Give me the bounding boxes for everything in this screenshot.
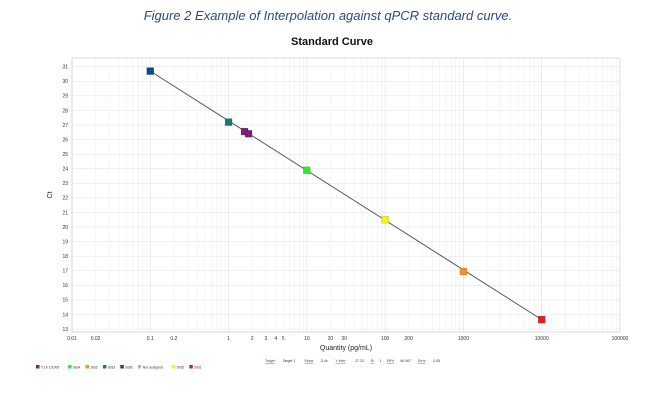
x-tick-label: 0.02 <box>91 336 101 342</box>
legend-label: Std6 <box>125 365 132 369</box>
legend-swatch <box>102 365 107 369</box>
legend-swatch <box>68 365 72 369</box>
x-tick-label: 5 <box>282 336 285 342</box>
legend-swatch <box>189 365 193 369</box>
data-point <box>303 166 311 174</box>
data-point <box>146 67 154 75</box>
legend-label: Std5 <box>177 365 184 369</box>
stats-item: Target <box>265 359 275 363</box>
legend-label: Std4 <box>73 365 80 369</box>
x-tick-label: 4 <box>274 336 277 342</box>
legend-swatch <box>36 365 40 369</box>
x-tick-label: 1000 <box>458 336 469 342</box>
stats-item: -3.4x <box>320 359 328 363</box>
data-point <box>538 315 546 324</box>
y-tick-label: 20 <box>62 225 68 231</box>
y-tick-label: 22 <box>62 196 68 202</box>
stats-item: Error <box>418 359 427 363</box>
stats-item: Target 1 <box>283 359 296 363</box>
x-tick-label: 3 <box>265 336 268 342</box>
y-tick-label: 29 <box>62 94 68 100</box>
legend-swatch <box>85 365 89 369</box>
legend-label: Std2 <box>91 365 98 369</box>
y-tick-label: 18 <box>62 254 68 260</box>
legend: T1 k 1/1000 Std4 Std2 Std3 Std6 Not assigned S… <box>36 365 202 369</box>
x-tick-label: 200 <box>405 336 414 342</box>
y-tick-label: 27 <box>62 123 68 129</box>
y-tick-label: 14 <box>62 312 68 318</box>
legend-label: Std3 <box>108 365 115 369</box>
y-tick-label: 24 <box>62 167 68 173</box>
stats-item: Slope <box>304 359 313 363</box>
legend-swatch <box>137 365 142 369</box>
y-tick-label: 13 <box>62 327 68 333</box>
data-point <box>224 118 233 126</box>
stats-item: 1 <box>380 359 382 363</box>
x-tick-label: 100 <box>381 336 390 342</box>
data-points <box>146 67 546 324</box>
y-tick-label: 28 <box>62 108 68 114</box>
legend-swatch <box>171 365 176 369</box>
y-tick-label: 31 <box>62 65 68 71</box>
stats-line: Target Target 1 Slope -3.4x Y-Inter 27.23 R² 1 E… <box>265 359 440 363</box>
x-tick-label: 1 <box>227 336 230 342</box>
fit-line <box>150 70 542 321</box>
chart-title: Standard Curve <box>291 36 373 48</box>
stats-item: 96.467 <box>400 359 411 363</box>
data-point <box>381 216 389 224</box>
grid <box>71 58 620 332</box>
data-point <box>244 130 253 138</box>
data-point <box>459 267 468 276</box>
x-tick-label: 2 <box>251 336 254 342</box>
y-tick-label: 19 <box>62 239 68 245</box>
stats-item: Eff% <box>387 359 394 363</box>
stats-item: R² <box>371 359 376 363</box>
x-tick-label: 30 <box>341 336 347 342</box>
figure-caption: Figure 2 Example of Interpolation agains… <box>143 8 513 23</box>
y-tick-label: 21 <box>62 210 68 216</box>
y-tick-label: 25 <box>62 152 68 158</box>
x-tick-label: 10 <box>304 336 310 342</box>
axis-ticks: 0.01 0.02 0.1 0.2 1 2 3 4 5 10 20 30 100 200 1000 10000… <box>62 65 628 342</box>
stats-item: 27.23 <box>355 359 364 363</box>
y-tick-label: 23 <box>62 181 68 187</box>
x-tick-label: 100000 <box>612 336 629 342</box>
y-tick-label: 26 <box>62 137 68 143</box>
stats-item: Y-Inter <box>335 359 346 363</box>
legend-label: Std1 <box>194 365 201 369</box>
y-tick-label: 15 <box>62 298 68 304</box>
y-tick-label: 30 <box>62 79 68 85</box>
x-tick-label: 20 <box>328 336 334 342</box>
x-tick-label: 0.01 <box>67 336 77 342</box>
stats-item: 0.05 <box>433 359 440 363</box>
x-axis-label: Quantity (pg/mL) <box>320 345 372 352</box>
x-tick-label: 0.1 <box>147 336 154 342</box>
legend-swatch <box>120 365 124 369</box>
legend-label: Not assigned <box>143 365 163 369</box>
y-tick-label: 16 <box>62 283 68 289</box>
y-tick-label: 17 <box>62 269 68 275</box>
x-tick-label: 0.2 <box>170 336 177 342</box>
plot-frame <box>71 57 621 333</box>
x-tick-label: 10000 <box>535 336 549 342</box>
y-axis-label: Ct <box>47 191 54 198</box>
legend-label: T1 k 1/1000 <box>41 365 60 369</box>
